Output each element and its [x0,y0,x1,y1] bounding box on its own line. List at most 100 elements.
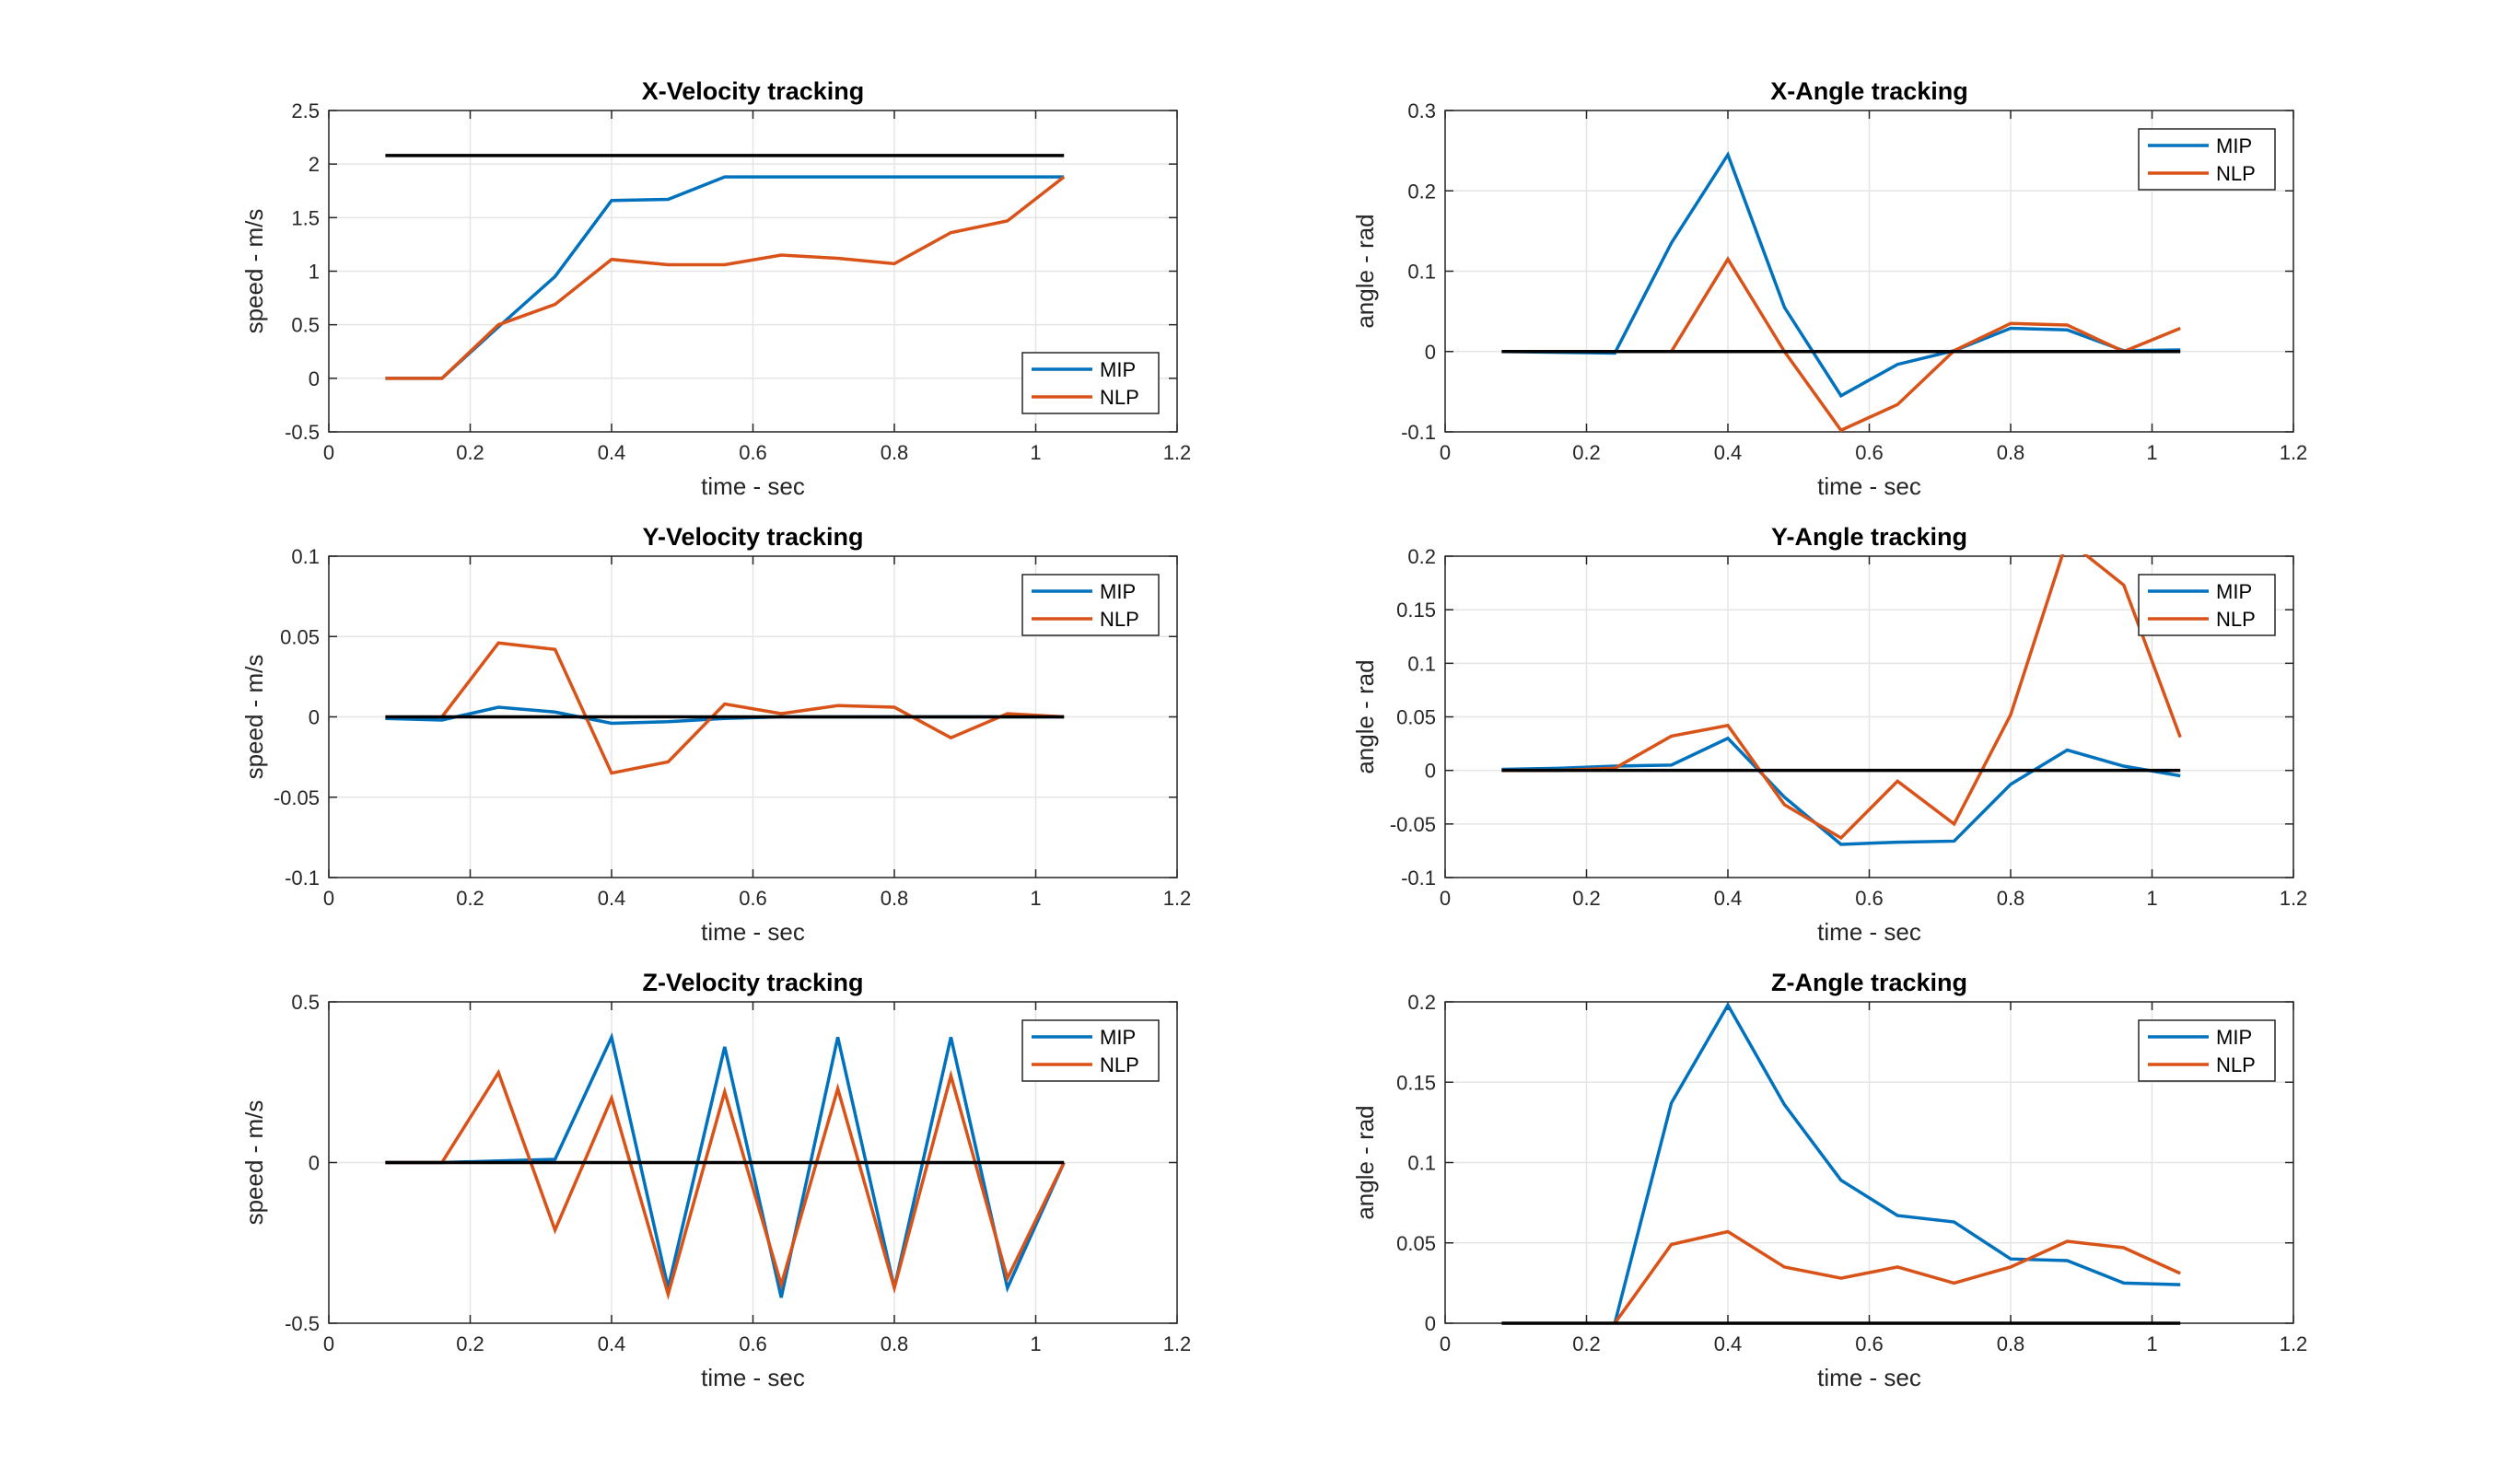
chart-2-ytick-label-0: -0.1 [1401,421,1436,444]
chart-1-series-nlp-line [385,175,1066,380]
chart-6-title: Z-Angle tracking [1771,969,1967,996]
chart-5-xtick-label-5: 1 [1030,1332,1041,1355]
chart-4-xtick-label-0: 0 [1440,887,1451,910]
chart-2-ytick-label-1: 0 [1425,341,1436,364]
chart-4-xtick-label-3: 0.6 [1855,887,1884,910]
chart-5-legend: MIP NLP [1021,1019,1160,1082]
chart-4-xtick-label-4: 0.8 [1997,887,2025,910]
chart-2-xtick-label-4: 0.8 [1997,441,2025,464]
chart-2: 0 0.2 0.4 0.6 0.8 1 1.2-0.100.10.20.3X-Angle t… [1351,77,2307,500]
chart-6-xlabel: time - sec [1817,1364,1921,1391]
chart-5-xtick-label-1: 0.2 [456,1332,484,1355]
chart-2-ytick-label-2: 0.1 [1407,261,1436,284]
chart-1-ylabel: speed - m/s [240,209,268,334]
chart-4-ylabel: angle - rad [1351,659,1379,773]
chart-1-xtick-label-4: 0.8 [881,441,909,464]
chart-3: 0 0.2 0.4 0.6 0.8 1 1.2 -0.1 -0.05 0 0.05 0.1 Y-Velo… [240,523,1191,946]
chart-1-xtick-label-1: 0.2 [456,441,484,464]
chart-3-title: Y-Velocity tracking [642,523,863,551]
chart-4-ytick-label-4: 0.1 [1407,652,1436,675]
chart-4-series-nlp-line [1501,554,2182,841]
chart-2-legend: MIP NLP [2138,128,2276,191]
chart-4-ytick-label-6: 0.2 [1407,545,1436,568]
chart-3-xtick-label-2: 0.4 [598,887,626,910]
chart-5-xtick-label-0: 0 [323,1332,334,1355]
chart-1-ytick-label-4: 1.5 [291,206,320,229]
chart-5-lines [385,1031,1066,1300]
chart-2-title: X-Angle tracking [1770,77,1968,105]
chart-4-series-mip-line [1501,736,2181,846]
chart-3-xtick-label-0: 0 [323,887,334,910]
chart-2-legend-label-nlp: NLP [2216,162,2256,185]
chart-2-lines [1501,151,2181,433]
chart-3-ylabel: speed - m/s [240,655,268,780]
chart-6-xtick-label-5: 1 [2146,1332,2157,1355]
chart-5-xtick-label-4: 0.8 [881,1332,909,1355]
chart-6-legend: MIP NLP [2138,1019,2276,1082]
chart-3-ytick-label-4: 0.1 [291,545,320,568]
chart-1-ytick-label-1: 0 [309,367,320,390]
chart-5-ytick-label-0: -0.5 [285,1312,320,1335]
chart-3-legend-label-nlp: NLP [1100,608,1139,631]
chart-1-xtick-label-3: 0.6 [739,441,767,464]
chart-3-ytick-label-1: -0.05 [274,786,320,809]
chart-6-ytick-label-3: 0.15 [1396,1071,1436,1094]
chart-6-ytick-label-1: 0.05 [1396,1232,1436,1255]
chart-3-xlabel: time - sec [701,918,805,946]
chart-4-legend-label-mip: MIP [2216,580,2252,603]
chart-6-series-nlp-line [1613,1229,2181,1325]
chart-4-title: Y-Angle tracking [1771,523,1967,551]
chart-6-legend-box [2138,1019,2276,1082]
chart-3-ytick-label-2: 0 [309,706,320,729]
chart-4-ytick-label-0: -0.1 [1401,866,1436,890]
chart-5-legend-box [1021,1019,1160,1082]
chart-6-ylabel: angle - rad [1351,1105,1379,1219]
chart-1-xtick-label-6: 1.2 [1163,441,1192,464]
chart-4-ytick-label-1: -0.05 [1390,813,1436,836]
chart-2-xtick-label-0: 0 [1440,441,1451,464]
chart-5-xlabel: time - sec [701,1364,805,1391]
chart-6-legend-label-nlp: NLP [2216,1053,2256,1076]
chart-5-title: Z-Velocity tracking [642,969,863,996]
chart-4-xtick-label-6: 1.2 [2280,887,2308,910]
chart-3-xtick-label-1: 0.2 [456,887,484,910]
chart-5-legend-label-mip: MIP [1100,1026,1136,1049]
chart-6-xtick-label-6: 1.2 [2280,1332,2308,1355]
chart-3-legend: MIP NLP [1021,574,1160,636]
chart-1-title: X-Velocity tracking [642,77,865,105]
chart-5: 0 0.2 0.4 0.6 0.8 1 1.2-0.500.5Z-Velocity trac… [240,969,1191,1391]
chart-2-xlabel: time - sec [1817,472,1921,500]
chart-1-xtick-label-0: 0 [323,441,334,464]
chart-4-xtick-label-1: 0.2 [1572,887,1601,910]
chart-1-legend-box [1021,352,1160,414]
chart-6-xtick-label-2: 0.4 [1714,1332,1743,1355]
chart-5-xtick-label-6: 1.2 [1163,1332,1192,1355]
chart-6-xtick-label-0: 0 [1440,1332,1451,1355]
chart-1: 0 0.2 0.4 0.6 0.8 1 1.2-0.500.511.522.5X-Veloc… [240,77,1191,500]
chart-2-xtick-label-6: 1.2 [2280,441,2308,464]
chart-1-lines [385,154,1066,380]
chart-1-ytick-label-6: 2.5 [291,99,320,122]
chart-1-xlabel: time - sec [701,472,805,500]
chart-5-ytick-label-2: 0.5 [291,991,320,1014]
chart-6-ytick-label-4: 0.2 [1407,991,1436,1014]
chart-6: 0 0.2 0.4 0.6 0.8 1 1.2 0 0.05 0.1 0.15 0.2 Z-Angle … [1351,969,2307,1391]
chart-5-xtick-label-3: 0.6 [739,1332,767,1355]
chart-3-series-nlp-line [440,641,1065,775]
chart-2-legend-box [2138,128,2276,191]
chart-2-ytick-label-3: 0.2 [1407,180,1436,203]
chart-3-xtick-label-5: 1 [1030,887,1041,910]
chart-6-series-mip-line [1613,1001,2181,1324]
chart-2-ytick-label-4: 0.3 [1407,99,1436,122]
chart-3-xtick-label-6: 1.2 [1163,887,1192,910]
chart-2-xtick-label-3: 0.6 [1855,441,1884,464]
chart-3-legend-label-mip: MIP [1100,580,1136,603]
chart-5-xtick-label-2: 0.4 [598,1332,626,1355]
chart-1-ytick-label-5: 2 [309,153,320,176]
chart-4-legend-box [2138,574,2276,636]
chart-1-ytick-label-3: 1 [309,261,320,284]
chart-3-ytick-label-0: -0.1 [285,866,320,890]
chart-1-legend: MIP NLP [1021,352,1160,414]
chart-6-xtick-label-4: 0.8 [1997,1332,2025,1355]
